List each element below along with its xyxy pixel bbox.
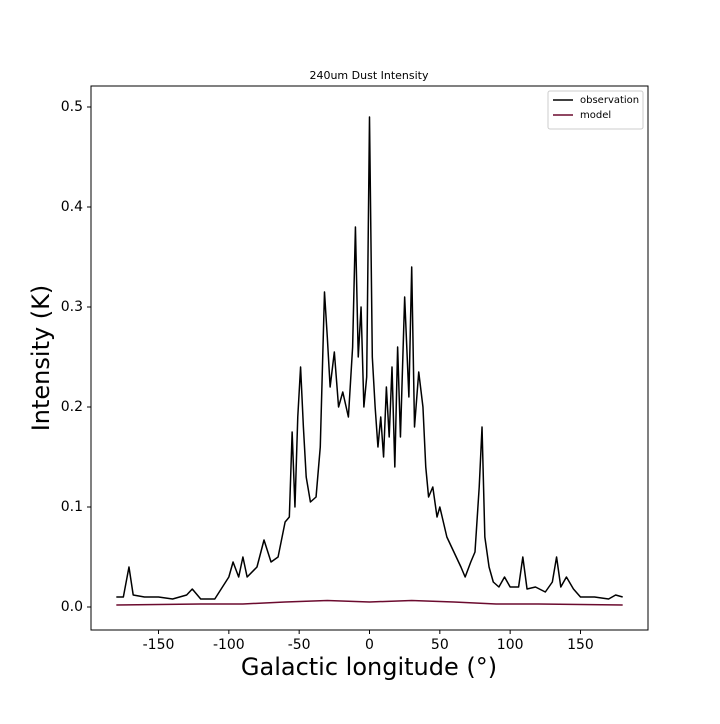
- y-axis-label: Intensity (K): [27, 285, 55, 432]
- x-tick-label: 150: [567, 637, 594, 653]
- line-series: [116, 116, 623, 600]
- y-tick-label: 0.1: [61, 499, 83, 515]
- x-tick-label: -150: [143, 637, 175, 653]
- legend-label: model: [580, 110, 611, 121]
- legend-label: observation: [580, 95, 639, 106]
- y-tick-label: 0.3: [61, 299, 83, 315]
- chart-title: 240um Dust Intensity: [309, 69, 429, 82]
- plot-frame: [90, 85, 649, 631]
- y-tick-label: 0.4: [61, 199, 83, 215]
- x-tick-label: -50: [288, 637, 311, 653]
- x-tick-label: 100: [497, 637, 524, 653]
- y-tick-label: 0.5: [61, 99, 83, 115]
- y-tick-label: 0.0: [61, 599, 83, 615]
- x-axis-label: Galactic longitude (°): [241, 653, 497, 681]
- x-tick-label: -100: [213, 637, 245, 653]
- y-tick-label: 0.2: [61, 399, 83, 415]
- x-tick-label: 0: [365, 637, 374, 653]
- x-tick-label: 50: [431, 637, 449, 653]
- line-series: [116, 599, 623, 606]
